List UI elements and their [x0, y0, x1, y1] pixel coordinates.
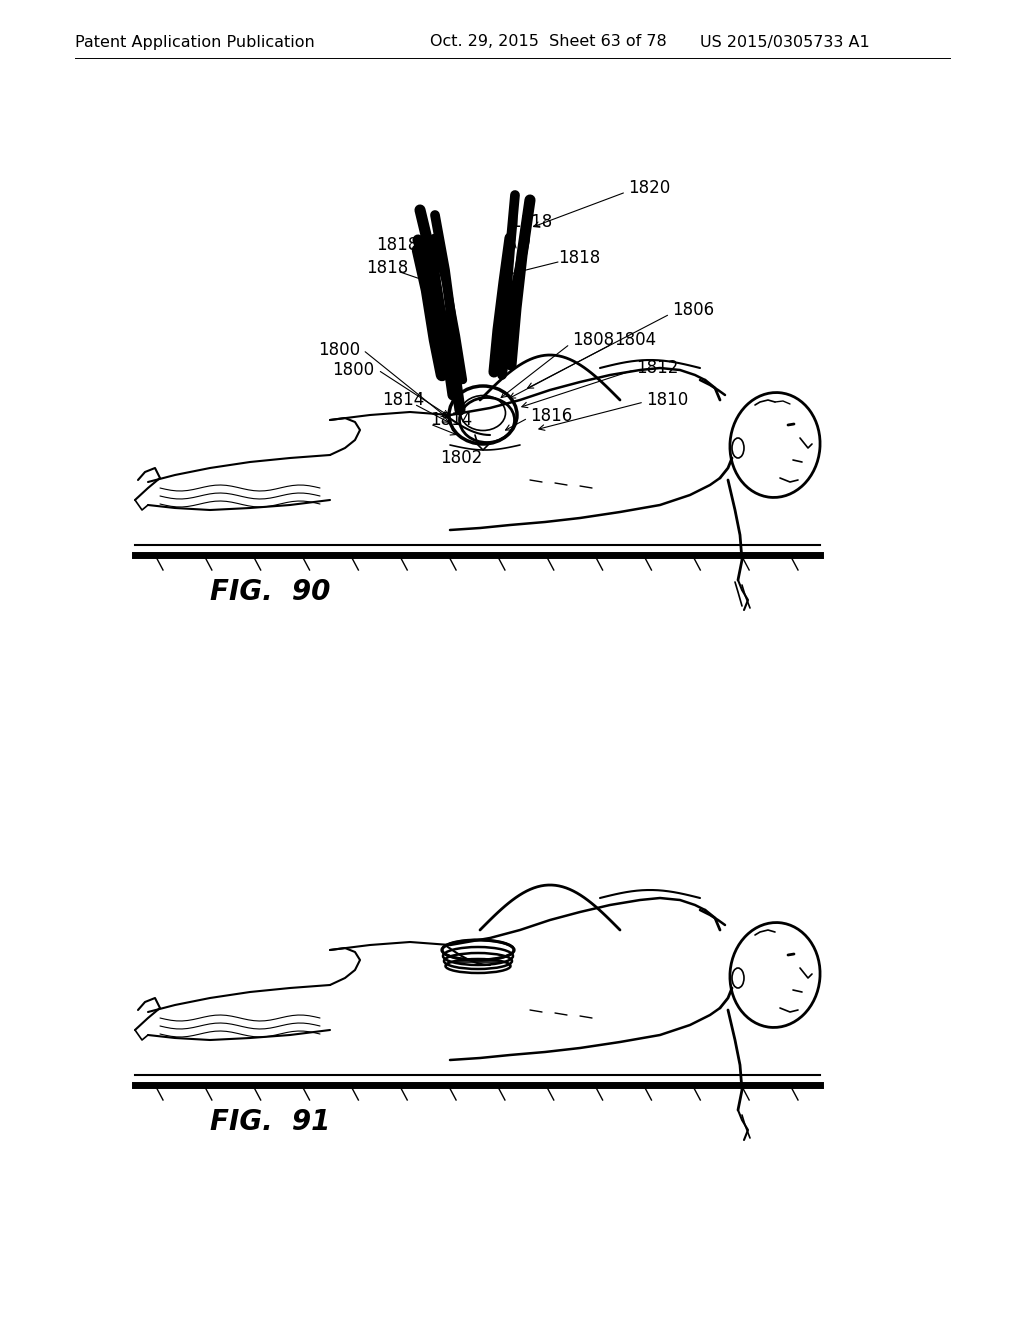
- Text: 1800: 1800: [318, 341, 360, 359]
- Text: Oct. 29, 2015  Sheet 63 of 78: Oct. 29, 2015 Sheet 63 of 78: [430, 34, 667, 49]
- Text: 1816: 1816: [530, 407, 572, 425]
- Text: 1818: 1818: [558, 249, 600, 267]
- Text: US 2015/0305733 A1: US 2015/0305733 A1: [700, 34, 869, 49]
- Text: 1800: 1800: [332, 360, 374, 379]
- Text: 1814: 1814: [382, 391, 424, 409]
- Text: 1818: 1818: [510, 213, 552, 231]
- Text: FIG.  91: FIG. 91: [210, 1107, 331, 1137]
- Text: 1812: 1812: [636, 359, 678, 378]
- Text: Patent Application Publication: Patent Application Publication: [75, 34, 314, 49]
- Text: FIG.  90: FIG. 90: [210, 578, 331, 606]
- Text: 1806: 1806: [672, 301, 714, 319]
- Text: 1804: 1804: [614, 331, 656, 348]
- Text: 1802: 1802: [440, 449, 482, 467]
- Text: 1818: 1818: [376, 236, 418, 253]
- Text: 1810: 1810: [646, 391, 688, 409]
- Text: 1820: 1820: [628, 180, 671, 197]
- Text: 1814: 1814: [430, 411, 472, 429]
- Text: 1808: 1808: [572, 331, 614, 348]
- Text: 1818: 1818: [366, 259, 409, 277]
